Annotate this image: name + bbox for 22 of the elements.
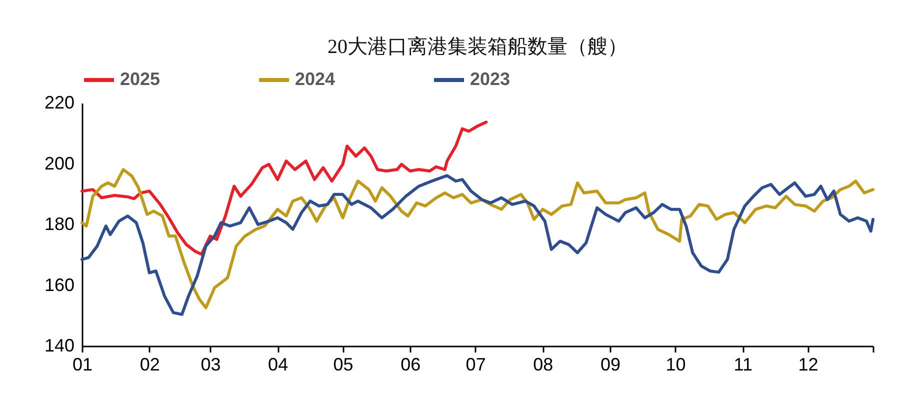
chart-title: 20大港口离港集装箱船数量（艘） [328, 36, 628, 58]
legend-label: 2024 [295, 69, 336, 89]
x-tick-label: 02 [140, 354, 160, 374]
x-tick-label: 04 [268, 354, 288, 374]
y-tick-label: 220 [44, 92, 74, 112]
x-tick-label: 09 [600, 354, 621, 374]
x-tick-label: 05 [333, 354, 354, 374]
x-tick-label: 08 [533, 354, 554, 374]
x-tick-label: 01 [72, 354, 93, 374]
x-tick-label: 12 [798, 354, 818, 374]
y-tick-label: 160 [44, 274, 74, 295]
x-tick-label: 06 [400, 354, 421, 374]
legend-label: 2023 [470, 69, 510, 89]
y-tick-label: 140 [44, 336, 74, 356]
x-tick-label: 03 [200, 354, 221, 374]
y-tick-label: 200 [44, 153, 74, 174]
legend-label: 2025 [120, 69, 160, 89]
x-tick-label: 11 [734, 354, 752, 374]
x-tick-label: 10 [666, 354, 686, 374]
x-tick-label: 07 [466, 354, 486, 374]
y-tick-label: 180 [44, 214, 74, 234]
line-series [80, 120, 488, 256]
